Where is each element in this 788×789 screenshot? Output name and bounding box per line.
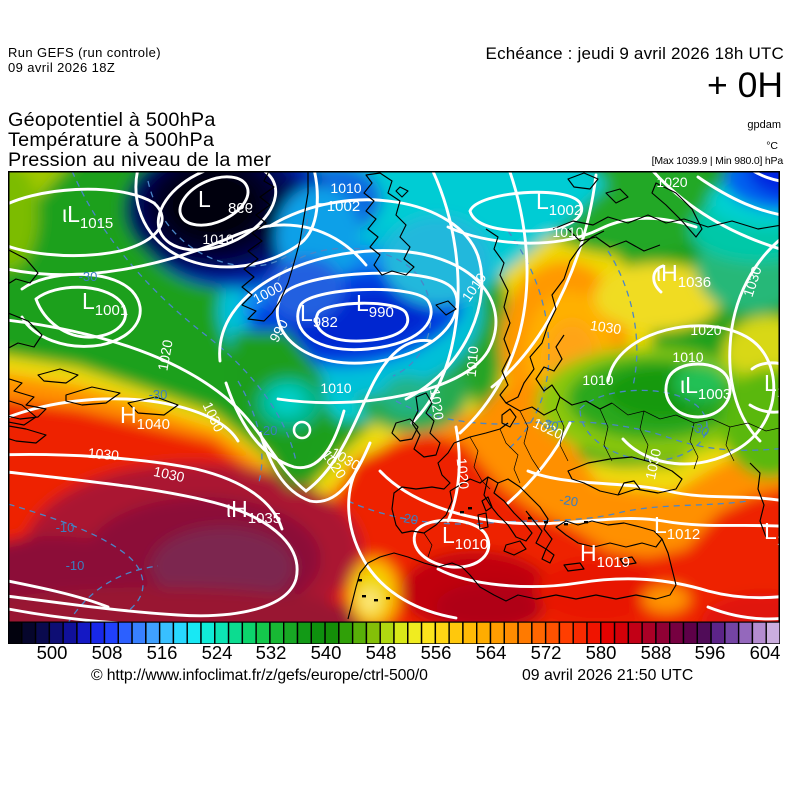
svg-text:-30: -30: [688, 418, 711, 440]
svg-text:1010: 1010: [202, 231, 233, 247]
svg-text:L10: L10: [764, 370, 780, 401]
svg-text:1020: 1020: [690, 322, 721, 338]
svg-text:1010: 1010: [582, 372, 613, 388]
svg-text:1020: 1020: [427, 388, 447, 421]
svg-text:L10: L10: [764, 518, 780, 549]
svg-text:-20: -20: [259, 423, 278, 438]
svg-text:1030: 1030: [152, 463, 186, 485]
svg-text:-20: -20: [558, 492, 579, 510]
svg-text:1010: 1010: [672, 349, 703, 365]
svg-text:-10: -10: [66, 558, 85, 573]
svg-text:1030: 1030: [642, 447, 664, 481]
svg-text:-10: -10: [56, 520, 75, 535]
svg-text:1020: 1020: [656, 174, 687, 190]
svg-text:-30: -30: [149, 387, 168, 402]
svg-text:1030: 1030: [589, 317, 622, 337]
svg-text:-30: -30: [79, 269, 98, 284]
svg-text:1020: 1020: [154, 338, 175, 372]
svg-text:1030: 1030: [87, 445, 120, 464]
svg-text:1010: 1010: [330, 180, 361, 196]
svg-text:1010: 1010: [463, 345, 482, 378]
svg-text:L: L: [198, 186, 211, 212]
svg-text:998: 998: [228, 200, 253, 217]
svg-text:-30: -30: [538, 415, 560, 434]
svg-text:-20: -20: [398, 510, 419, 528]
svg-text:1020: 1020: [454, 457, 473, 490]
svg-text:1010: 1010: [552, 224, 583, 240]
svg-text:1010: 1010: [320, 380, 351, 396]
